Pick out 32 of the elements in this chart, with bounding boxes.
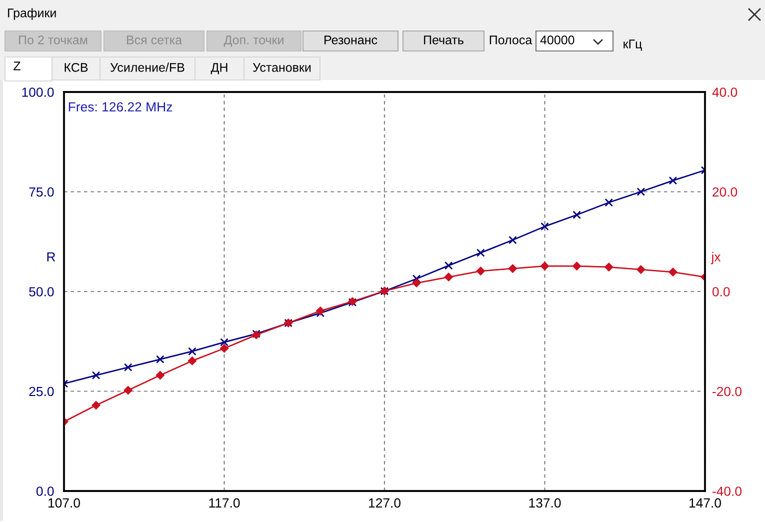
- x-tick-label: 107.0: [48, 498, 80, 508]
- y-tick-label: 75.0: [29, 187, 54, 197]
- y2-tick-label: 20.0: [712, 187, 738, 197]
- text: Полоса: [490, 36, 532, 44]
- x-tick-label: 127.0: [369, 498, 400, 508]
- x-tick-label: 117.0: [209, 498, 240, 508]
- y-tick-label: 50.0: [29, 287, 54, 296]
- text: КСВ: [64, 63, 88, 72]
- text: Установки: [252, 63, 311, 72]
- chart-title: Графики: [8, 8, 56, 20]
- annotation: Fres: 126.22 MHz: [68, 102, 172, 112]
- y2-tick-label: -20.0: [712, 386, 742, 396]
- text: Вся сетка: [127, 36, 182, 44]
- text: кГц: [624, 40, 642, 51]
- text: По 2 точкам: [19, 36, 88, 44]
- y-tick-label: 100.0: [22, 88, 54, 97]
- x-tick-label: 147.0: [690, 498, 721, 508]
- text: ДН: [210, 63, 228, 74]
- y-axis-title: R: [47, 252, 56, 262]
- text: Резонанс: [324, 36, 378, 44]
- text: 40000: [540, 36, 574, 44]
- y2-tick-label: 0.0: [712, 287, 730, 296]
- text: Печать: [424, 36, 464, 44]
- text: Доп. точки: [224, 36, 284, 47]
- x-tick-label: 137.0: [529, 498, 561, 508]
- y2-axis-title: jx: [710, 252, 721, 264]
- y-tick-label: 0.0: [36, 486, 54, 496]
- y2-tick-label: -40.0: [712, 486, 742, 496]
- y-tick-label: 25.0: [29, 386, 54, 396]
- text: Z: [14, 62, 20, 70]
- y2-tick-label: 40.0: [712, 88, 738, 97]
- text: Усиление/FB: [110, 62, 184, 72]
